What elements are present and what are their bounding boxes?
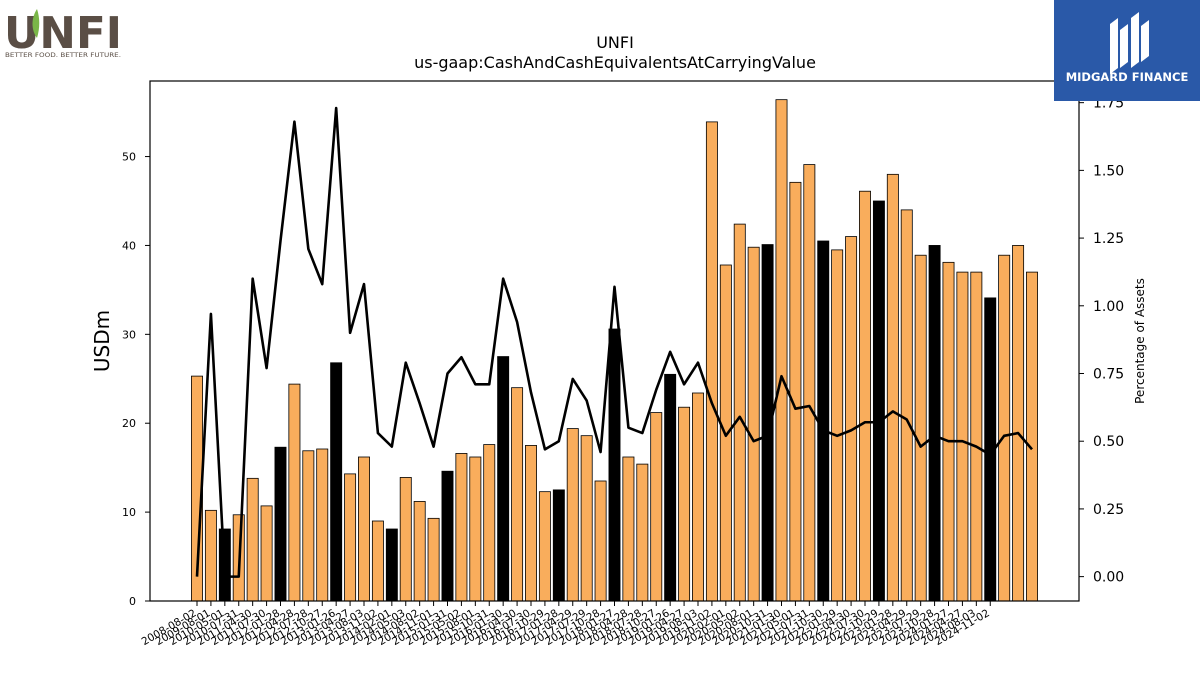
y2-tick-label: 0.75 [1093, 367, 1124, 383]
bar [664, 373, 677, 602]
bar [594, 480, 607, 602]
pct-assets-line [195, 106, 1033, 578]
bar [288, 383, 301, 602]
bar [246, 477, 259, 602]
bar [455, 453, 468, 602]
bar [385, 528, 398, 602]
bar [956, 271, 969, 602]
bar [497, 356, 510, 602]
bar [316, 448, 329, 602]
unfi-logo: UNFI BETTER FOOD. BETTER FUTURE. [4, 8, 122, 59]
y-tick-label: 20 [122, 417, 136, 430]
y2-tick-label: 0.00 [1093, 570, 1124, 586]
bar [859, 190, 871, 602]
bar [998, 254, 1011, 602]
bar [970, 271, 983, 602]
bar [1026, 271, 1038, 602]
y2-tick-label: 1.25 [1093, 231, 1124, 247]
chart-title: UNFI [596, 33, 634, 52]
bar [427, 517, 440, 602]
y-tick-label: 50 [122, 151, 136, 164]
y2-tick-label: 0.50 [1093, 434, 1124, 450]
bar [274, 446, 287, 602]
midgard-logo-mark: MIDGARD FINANCE [1066, 12, 1189, 84]
chart-subtitle: us-gaap:CashAndCashEquivalentsAtCarrying… [414, 53, 816, 72]
y2-tick-label: 0.25 [1093, 502, 1124, 518]
bar [900, 209, 913, 602]
bar [525, 445, 537, 602]
bar [622, 456, 635, 602]
bar [511, 387, 524, 602]
unfi-tagline: BETTER FOOD. BETTER FUTURE. [5, 51, 121, 59]
y-tick-label: 0 [129, 595, 136, 608]
bar [789, 181, 802, 602]
midgard-logo: MIDGARD FINANCE [1054, 0, 1200, 101]
midgard-logo-text: MIDGARD FINANCE [1066, 70, 1189, 84]
bar [260, 505, 273, 602]
bar [747, 246, 760, 602]
y2-tick-label: 1.00 [1093, 299, 1124, 315]
bar [692, 392, 704, 602]
bar [705, 121, 718, 602]
bar [441, 470, 454, 602]
bar [678, 406, 691, 602]
bar [469, 456, 482, 602]
bar [330, 362, 343, 602]
bar [803, 164, 816, 602]
x-axis: 2008-08-022009-08-012010-05-012010-07-31… [140, 601, 992, 648]
bar [358, 456, 370, 602]
y-tick-label: 40 [122, 239, 136, 252]
bar-series [191, 99, 1038, 602]
bar [580, 435, 593, 602]
y-axis-right: 0.000.250.500.751.001.251.501.75 [1079, 96, 1124, 586]
y-tick-label: 30 [122, 328, 136, 341]
bar [538, 491, 551, 602]
bar [845, 236, 858, 602]
bar [552, 489, 565, 602]
bar [872, 200, 885, 602]
y2-tick-label: 1.50 [1093, 163, 1124, 179]
bar [483, 444, 496, 602]
bar [608, 328, 621, 602]
bar [914, 254, 927, 602]
bar [302, 450, 315, 602]
bar [886, 173, 899, 602]
bar [413, 501, 426, 602]
y2-axis-label: Percentage of Assets [1133, 278, 1147, 404]
bar [1012, 245, 1025, 602]
y-tick-label: 10 [122, 506, 136, 519]
bar [928, 245, 941, 602]
bar [344, 473, 357, 602]
bar [775, 99, 788, 602]
unfi-logo-text: UNFI [4, 8, 122, 59]
y-axis-label: USDm [90, 310, 114, 372]
bar [371, 520, 384, 602]
midgard-emblem-icon [1110, 12, 1149, 74]
leaf-icon [32, 9, 40, 38]
bar [942, 261, 955, 602]
bar [650, 412, 663, 602]
bar [636, 463, 649, 602]
y-axis-left: 0 10 20 30 40 50 [122, 151, 150, 608]
bar [566, 428, 579, 602]
bar [204, 509, 217, 602]
bar [831, 249, 844, 602]
bar [399, 477, 412, 602]
bar [733, 223, 746, 602]
